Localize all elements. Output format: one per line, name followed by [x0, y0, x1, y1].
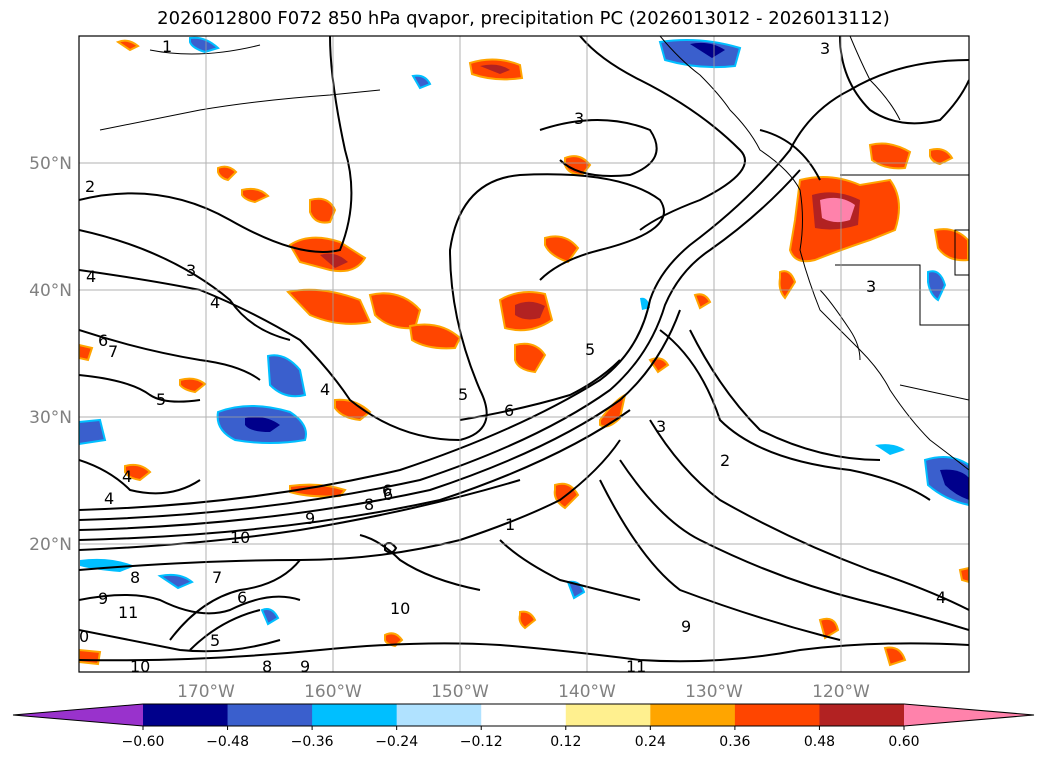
contour-label: 10 — [130, 657, 150, 676]
contour-label: 1 — [162, 37, 172, 56]
colorbar-tick-label: 0.60 — [888, 734, 919, 750]
contour-label: 5 — [156, 390, 166, 409]
contour-label: 9 — [98, 589, 108, 608]
contour-labels: 1 3 3 2 4 3 4 6 7 5 4 5 6 5 4 3 2 1 3 6 … — [79, 37, 946, 676]
contour-label: 0 — [79, 627, 89, 646]
contour-label: 8 — [364, 495, 374, 514]
colorbar-segment — [481, 704, 567, 726]
contour-label: 3 — [866, 277, 876, 296]
colorbar-segment — [650, 704, 736, 726]
colorbar-segment — [312, 704, 398, 726]
colorbar-segment — [396, 704, 482, 726]
contour-label: 9 — [305, 509, 315, 528]
qvapor-contours — [79, 36, 969, 663]
contour-label: 7 — [212, 568, 222, 587]
contour-label: 4 — [86, 267, 96, 286]
contour-label: 1 — [505, 515, 515, 534]
colorbar-extend-max — [904, 704, 1034, 726]
lon-label: 140°W — [558, 682, 616, 702]
contour-label: 9 — [681, 617, 691, 636]
map-title: 2026012800 F072 850 hPa qvapor, precipit… — [157, 8, 890, 29]
contour-label: 3 — [656, 417, 666, 436]
lon-label: 170°W — [177, 682, 235, 702]
contour-label: 5 — [458, 385, 468, 404]
colorbar-tick-label: −0.12 — [460, 734, 503, 750]
contour-label: 6 — [504, 401, 514, 420]
contour-label: 11 — [626, 657, 646, 676]
contour-label: 4 — [122, 467, 132, 486]
contour-label: 3 — [574, 109, 584, 128]
contour-label: 10 — [390, 599, 410, 618]
contour-label: 4 — [320, 380, 330, 399]
contour-label: 3 — [186, 261, 196, 280]
contour-label: 10 — [230, 528, 250, 547]
contour-label: 4 — [104, 489, 114, 508]
coastlines — [99, 36, 969, 471]
contour-label: 3 — [820, 39, 830, 58]
colorbar: −0.60 −0.48 −0.36 −0.24 −0.12 0.12 0.24 0.36 0.4… — [12, 703, 1035, 750]
colorbar-tick-label: −0.36 — [291, 734, 334, 750]
map-gridlines — [79, 36, 969, 672]
contour-label: 5 — [210, 631, 220, 650]
colorbar-segment — [227, 704, 313, 726]
lon-labels: 170°W 160°W 150°W 140°W 130°W 120°W — [177, 682, 870, 702]
colorbar-tick-label: −0.60 — [122, 734, 165, 750]
contour-label: 2 — [720, 451, 730, 470]
contour-label: 5 — [585, 340, 595, 359]
lon-label: 160°W — [304, 682, 362, 702]
lat-label: 40°N — [29, 281, 72, 301]
contour-label: 2 — [85, 177, 95, 196]
contour-label: 4 — [210, 293, 220, 312]
contour-label: 7 — [108, 342, 118, 361]
lon-label: 130°W — [685, 682, 743, 702]
colorbar-tick-label: 0.12 — [550, 734, 581, 750]
contour-label: 8 — [262, 657, 272, 676]
colorbar-tick-label: −0.24 — [375, 734, 418, 750]
lat-label: 50°N — [29, 154, 72, 174]
contour-label: 6 — [382, 481, 392, 500]
contour-label: 6 — [383, 485, 393, 504]
colorbar-segment — [819, 704, 905, 726]
map-frame — [78, 35, 970, 673]
lat-label: 20°N — [29, 535, 72, 555]
lon-label: 120°W — [812, 682, 870, 702]
lat-label: 30°N — [29, 408, 72, 428]
colorbar-segment — [565, 704, 651, 726]
contour-label: 4 — [936, 588, 946, 607]
colorbar-tick-label: 0.24 — [635, 734, 666, 750]
colorbar-tick-label: 0.36 — [719, 734, 750, 750]
colorbar-segment — [143, 704, 229, 726]
contour-label: 6 — [237, 588, 247, 607]
lat-labels: 50°N 40°N 30°N 20°N — [29, 154, 72, 555]
colorbar-extend-min — [13, 704, 143, 726]
contour-label: 8 — [130, 568, 140, 587]
colorbar-tick-label: −0.48 — [206, 734, 249, 750]
colorbar-tick-label: 0.48 — [804, 734, 835, 750]
lon-label: 150°W — [431, 682, 489, 702]
contour-label: 6 — [98, 331, 108, 350]
contour-label: 11 — [118, 603, 138, 622]
colorbar-segment — [734, 704, 820, 726]
contour-label: 9 — [300, 657, 310, 676]
